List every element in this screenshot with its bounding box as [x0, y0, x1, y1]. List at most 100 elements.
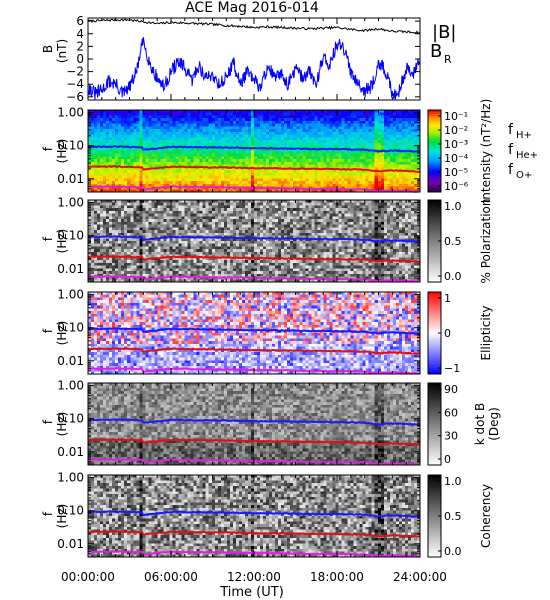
spectrogram-cell	[278, 148, 282, 152]
spectrogram-cell	[193, 134, 198, 138]
spectrogram-cell	[341, 161, 345, 166]
spectrogram-cell	[166, 153, 170, 157]
spectrogram-cell	[205, 221, 210, 225]
spectrogram-cell	[118, 137, 122, 141]
spectrogram-cell	[247, 118, 252, 122]
spectrogram-cell	[211, 260, 216, 264]
spectrogram-cell	[208, 260, 213, 264]
spectrogram-cell	[196, 251, 201, 256]
spectrogram-cell	[193, 265, 198, 269]
spectrogram-cell	[109, 161, 113, 166]
spectrogram-cell	[386, 164, 391, 168]
spectrogram-cell	[187, 262, 192, 266]
spectrogram-cell	[211, 129, 216, 133]
spectrogram-cell	[181, 148, 185, 152]
spectrogram-cell	[196, 219, 201, 223]
spectrogram-cell	[184, 241, 188, 245]
spectrogram-cell	[238, 161, 243, 166]
spectrogram-cell	[214, 159, 219, 163]
spectrogram-cell	[109, 262, 113, 266]
spectrogram-cell	[269, 137, 273, 141]
spectrogram-cell	[127, 140, 131, 144]
spectrogram-cell	[211, 140, 216, 144]
spectrogram-cell	[247, 112, 252, 116]
spectrogram-cell	[130, 172, 134, 176]
spectrogram-cell	[202, 131, 207, 135]
spectrogram-cell	[139, 153, 143, 157]
spectrogram-cell	[196, 210, 201, 215]
spectrogram-cell	[299, 118, 303, 122]
spectrogram-cell	[205, 118, 210, 122]
spectrogram-cell	[386, 126, 391, 130]
spectrogram-cell	[223, 148, 228, 152]
spectrogram-cell	[247, 137, 252, 141]
spectrogram-cell	[202, 148, 207, 152]
spectrogram-cell	[154, 159, 158, 163]
spectrogram-cell	[103, 216, 107, 220]
spectrogram-cell	[133, 156, 137, 160]
spectrogram-cell	[229, 208, 234, 212]
spectrogram-cell	[232, 219, 237, 223]
spectrogram-cell	[247, 153, 252, 157]
spectrogram-cell	[359, 129, 364, 133]
spectrogram-cell	[151, 156, 155, 160]
spectrogram-cell	[241, 172, 246, 176]
spectrogram-cell	[193, 178, 198, 182]
spectrogram-cell	[139, 118, 143, 122]
spectrogram-cell	[217, 161, 222, 166]
spectrogram-cell	[211, 118, 216, 122]
spectrogram-cell	[314, 164, 318, 168]
spectrogram-cell	[229, 251, 234, 256]
spectrogram-cell	[118, 227, 122, 231]
spectrogram-cell	[250, 137, 255, 141]
spectrogram-cell	[272, 140, 276, 144]
spectrogram-cell	[235, 224, 240, 228]
spectrogram-cell	[287, 172, 291, 176]
spectrogram-cell	[124, 260, 128, 264]
spectrogram-cell	[205, 137, 210, 141]
spectrogram-cell	[205, 238, 210, 242]
spectrogram-cell	[407, 112, 412, 116]
spectrogram-cell	[290, 170, 294, 174]
spectrogram-cell	[305, 134, 309, 138]
spectrogram-cell	[130, 243, 134, 247]
spectrogram-cell	[199, 241, 204, 245]
spectrogram-cell	[136, 126, 140, 130]
spectrogram-cell	[130, 268, 134, 272]
spectrogram-cell	[413, 156, 418, 160]
spectrogram-cell	[350, 142, 354, 146]
spectrogram-cell	[266, 134, 270, 138]
spectrogram-cell	[208, 164, 213, 168]
spectrogram-cell	[275, 178, 279, 182]
spectrogram-cell	[392, 156, 397, 160]
spectrogram-cell	[121, 251, 125, 256]
spectrogram-cell	[118, 246, 122, 250]
spectrogram-cell	[163, 271, 167, 275]
spectrogram-cell	[193, 172, 198, 176]
spectrogram-cell	[94, 205, 98, 209]
y-tick-label: 2	[76, 39, 84, 53]
spectrogram-cell	[371, 145, 376, 149]
spectrogram-cell	[124, 246, 128, 250]
spectrogram-cell	[250, 118, 255, 122]
spectrogram-cell	[145, 271, 149, 275]
spectrogram-cell	[100, 202, 104, 206]
spectrogram-cell	[151, 260, 155, 264]
spectrogram-cell	[130, 137, 134, 141]
spectrogram-cell	[103, 137, 107, 141]
spectrogram-cell	[130, 238, 134, 242]
spectrogram-cell	[181, 265, 185, 269]
spectrogram-cell	[250, 170, 255, 174]
spectrogram-cell	[214, 216, 219, 220]
spectrogram-cell	[139, 216, 143, 220]
spectrogram-cell	[269, 153, 273, 157]
spectrogram-cell	[160, 251, 164, 256]
spectrogram-cell	[160, 262, 164, 266]
spectrogram-cell	[241, 126, 246, 130]
spectrogram-cell	[157, 232, 161, 236]
spectrogram-cell	[88, 213, 92, 217]
spectrogram-cell	[220, 112, 225, 116]
spectrogram-cell	[184, 123, 188, 127]
spectrogram-cell	[202, 115, 207, 119]
spectrogram-cell	[148, 172, 152, 176]
